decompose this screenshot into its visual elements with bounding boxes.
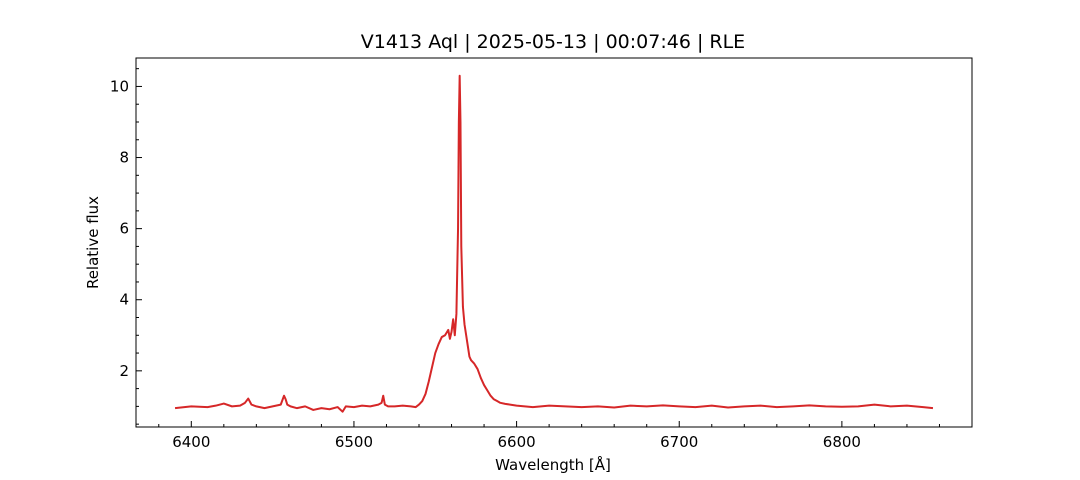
y-axis: 2 4 6 8 10: [110, 68, 142, 425]
x-axis-title: Wavelength [Å]: [495, 455, 611, 474]
y-tick-label: 4: [119, 291, 129, 309]
y-tick-label: 8: [119, 149, 129, 167]
y-tick-label: 2: [119, 362, 129, 380]
plot-area: [174, 74, 934, 413]
y-tick-label: 6: [119, 220, 129, 238]
y-axis-title: Relative flux: [84, 196, 102, 289]
y-tick-label: 10: [110, 77, 129, 95]
x-tick-label: 6800: [823, 433, 861, 451]
plot-frame: [135, 57, 973, 428]
spectrum-line: [174, 74, 934, 413]
chart-title: V1413 Aql | 2025-05-13 | 00:07:46 | RLE: [361, 31, 745, 53]
x-tick-label: 6600: [497, 433, 535, 451]
x-axis: 6400 6500 6600 6700 6800: [158, 421, 973, 451]
x-tick-label: 6700: [660, 433, 698, 451]
x-tick-label: 6500: [335, 433, 373, 451]
x-tick-label: 6400: [172, 433, 210, 451]
